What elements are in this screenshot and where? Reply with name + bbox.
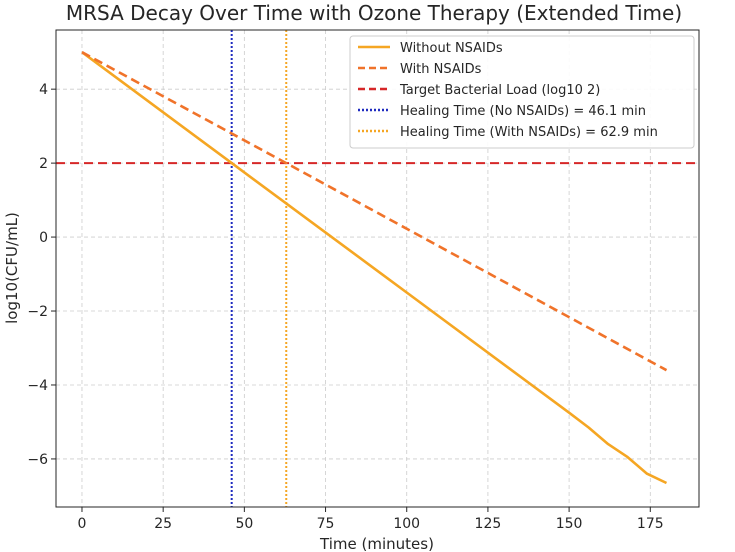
series-line-1 — [81, 51, 668, 372]
x-tick-label: 175 — [637, 516, 664, 532]
reference-lines — [56, 30, 699, 507]
legend-label: Target Bacterial Load (log10 2) — [399, 83, 600, 98]
y-tick-label: 2 — [39, 156, 48, 172]
legend-label: Healing Time (With NSAIDs) = 62.9 min — [400, 125, 658, 140]
x-tick-label: 0 — [78, 516, 87, 532]
legend-label: With NSAIDs — [400, 62, 482, 77]
legend-label: Healing Time (No NSAIDs) = 46.1 min — [400, 104, 646, 119]
y-tick-label: 0 — [39, 230, 48, 246]
legend: Without NSAIDs With NSAIDs Target Bacteria… — [349, 35, 695, 149]
x-tick-label: 50 — [235, 516, 253, 532]
legend-label: Without NSAIDs — [400, 41, 503, 56]
y-tick-label: −4 — [27, 378, 48, 394]
x-tick-label: 125 — [475, 516, 502, 532]
y-tick-label: 4 — [39, 82, 48, 98]
y-tick-label: −6 — [27, 452, 48, 468]
y-tick-label: −2 — [27, 304, 48, 320]
x-tick-label: 100 — [393, 516, 420, 532]
series — [81, 51, 668, 485]
x-tick-label: 150 — [556, 516, 583, 532]
x-tick-label: 25 — [154, 516, 172, 532]
legend-box — [349, 35, 695, 149]
x-axis-label: Time (minutes) — [319, 535, 434, 552]
series-line-0 — [81, 51, 668, 485]
chart-title: MRSA Decay Over Time with Ozone Therapy … — [66, 1, 682, 25]
axis-ticks: 0 25 50 75 100 125 150 175 −6 −4 −2 0 2 4 — [27, 82, 663, 532]
x-tick-label: 75 — [317, 516, 335, 532]
plot-frame — [55, 29, 700, 508]
y-axis-label: log10(CFU/mL) — [3, 212, 21, 324]
